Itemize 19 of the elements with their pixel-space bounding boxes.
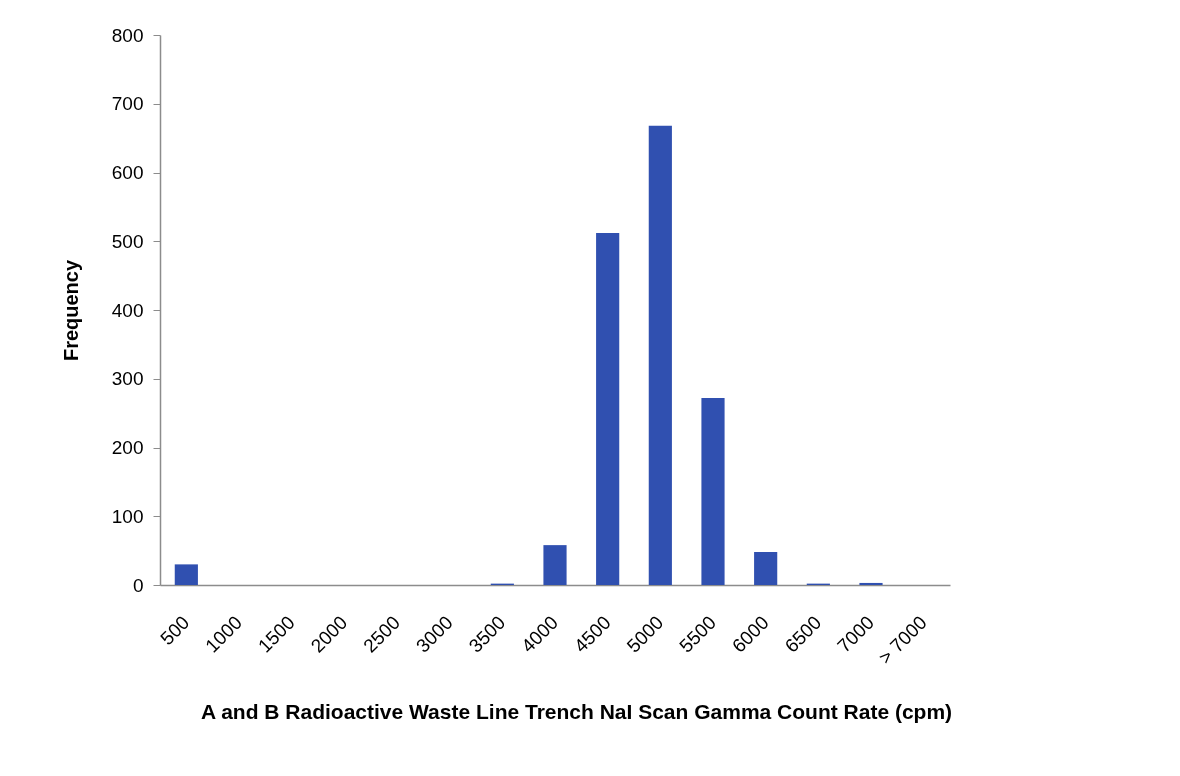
- y-tick-label: 200: [111, 437, 144, 458]
- bar: [859, 582, 883, 585]
- x-axis-title: A and B Radioactive Waste Line Trench NaI Scan Gamma Count Rate (cpm): [200, 700, 953, 724]
- y-tick-label: 300: [111, 368, 144, 390]
- bar: [701, 398, 725, 585]
- y-tick-label: 600: [111, 162, 144, 183]
- y-tick-label: 800: [111, 24, 144, 46]
- bar: [174, 564, 198, 585]
- y-tick-label: 0: [132, 574, 144, 596]
- bar: [596, 233, 620, 585]
- x-tick-label: 500: [156, 611, 194, 649]
- bar: [648, 125, 672, 585]
- bar: [754, 552, 778, 585]
- y-tick-label: 500: [111, 230, 144, 252]
- bar: [543, 545, 567, 585]
- y-tick-label: 100: [111, 505, 144, 527]
- y-axis-title: Frequency: [59, 259, 82, 362]
- y-tick-label: 400: [111, 299, 144, 321]
- y-tick-label: 700: [111, 93, 144, 115]
